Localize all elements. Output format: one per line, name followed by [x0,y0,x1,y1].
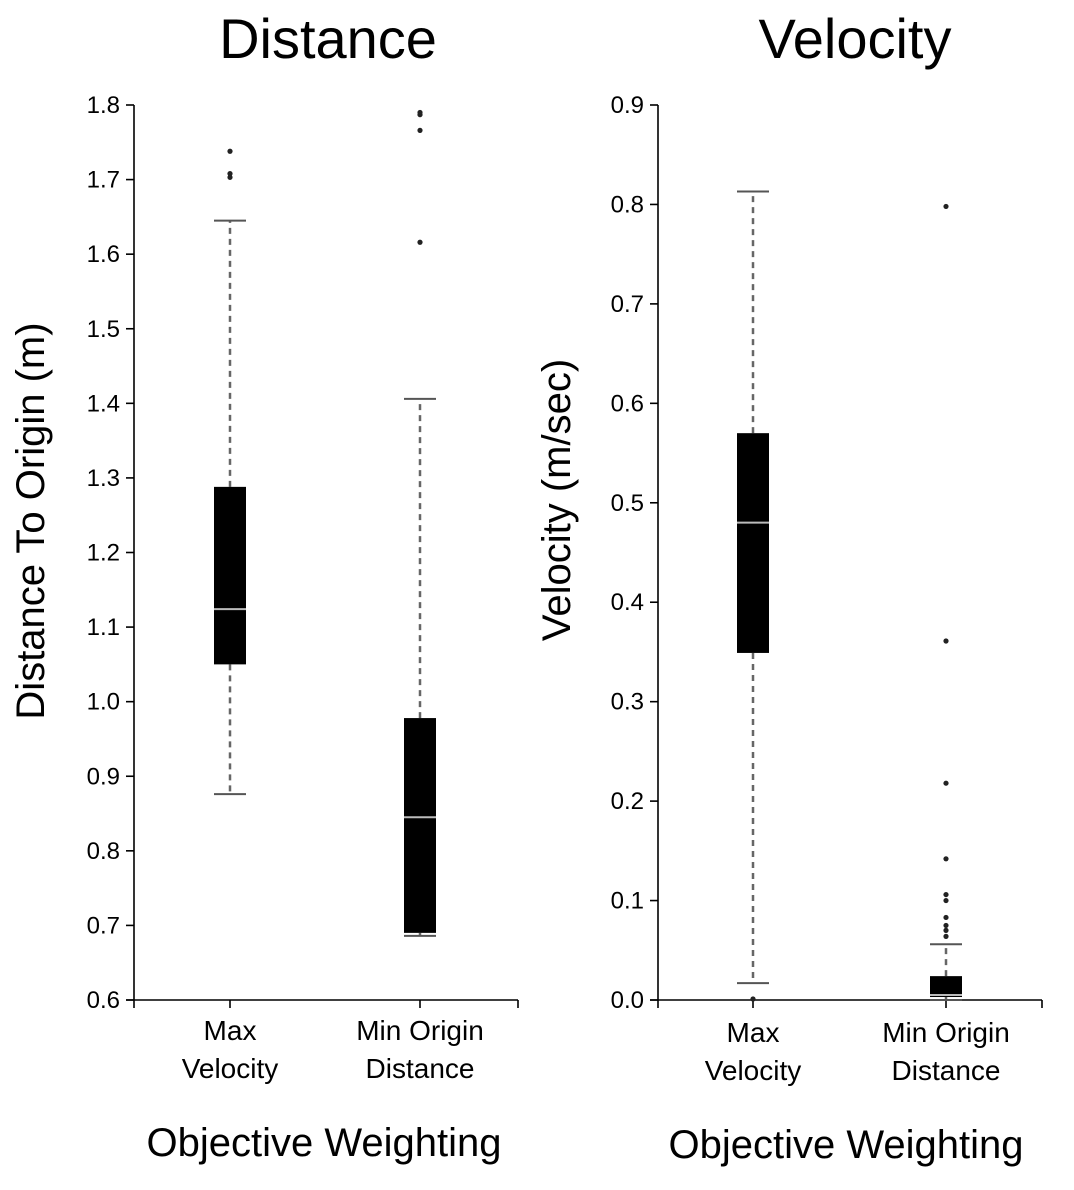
outlier-point [943,897,949,904]
distance-y-tick-label: 0.9 [87,763,120,790]
distance-y-tick-label: 0.6 [87,987,120,1014]
distance-y-axis-title: Distance To Origin (m) [9,322,53,719]
outlier-point [227,174,233,180]
distance-y-tick-label: 1.7 [87,167,120,194]
outlier-point [943,780,949,786]
velocity-y-tick-label: 0.0 [611,987,644,1014]
distance-y-tick-label: 0.7 [87,912,120,939]
distance-x-axis-title: Objective Weighting [147,1121,502,1165]
velocity-category-label: Max [727,1017,780,1048]
distance-y-tick-label: 1.5 [87,316,120,343]
velocity-panel: Velocity Velocity (m/sec) Objective Weight… [535,7,1043,1167]
velocity-category-label: Min Origin [882,1017,1010,1048]
outlier-point [943,203,949,210]
distance-y-tick-label: 1.1 [87,614,120,641]
velocity-y-tick-label: 0.7 [611,291,644,318]
velocity-category-label: Velocity [705,1055,802,1086]
distance-y-tick-label: 1.4 [87,390,120,417]
distance-y-tick-label: 1.3 [87,465,120,492]
distance-category-label: Distance [366,1053,475,1084]
velocity-box-2 [930,203,962,1001]
velocity-y-tick-label: 0.6 [611,390,644,417]
outlier-point [943,927,949,933]
outlier-point [943,933,949,939]
distance-category-label: Max [204,1015,257,1046]
outlier-point [943,914,949,921]
outlier-point [417,239,423,245]
velocity-title: Velocity [759,7,952,70]
distance-y-tick-label: 1.6 [87,241,120,268]
outlier-point [943,856,949,862]
velocity-y-tick-label: 0.4 [611,589,644,616]
velocity-category-label: Distance [892,1055,1001,1086]
velocity-y-tick-label: 0.9 [611,92,644,119]
distance-category-label: Velocity [182,1053,279,1084]
distance-y-tick-label: 1.2 [87,540,120,567]
velocity-y-tick-label: 0.5 [611,490,644,517]
outlier-point [227,148,233,154]
distance-panel: Distance Distance To Origin (m) Objective … [9,7,519,1165]
distance-y-tick-label: 0.8 [87,838,120,865]
velocity-x-axis-title: Objective Weighting [669,1123,1024,1167]
distance-title: Distance [219,7,437,70]
iqr-box [214,486,246,665]
distance-y-tick-label: 1.8 [87,92,120,119]
outlier-point [943,922,949,929]
outlier-point [417,127,423,133]
outlier-point [943,891,949,898]
outlier-point [943,638,949,644]
iqr-box [930,976,962,998]
velocity-y-tick-label: 0.2 [611,788,644,815]
outlier-point [750,996,756,1002]
outlier-point [417,109,423,116]
outlier-point [227,171,233,177]
velocity-y-axis-title: Velocity (m/sec) [535,359,579,641]
velocity-box-1 [737,190,769,1002]
distance-y-tick-label: 1.0 [87,689,120,716]
iqr-box [404,718,436,933]
distance-box-2 [404,109,436,937]
iqr-box [737,433,769,653]
velocity-y-tick-label: 0.1 [611,888,644,915]
velocity-y-tick-label: 0.8 [611,191,644,218]
distance-category-label: Min Origin [356,1015,484,1046]
distance-box-1 [214,148,246,796]
velocity-y-tick-label: 0.3 [611,689,644,716]
